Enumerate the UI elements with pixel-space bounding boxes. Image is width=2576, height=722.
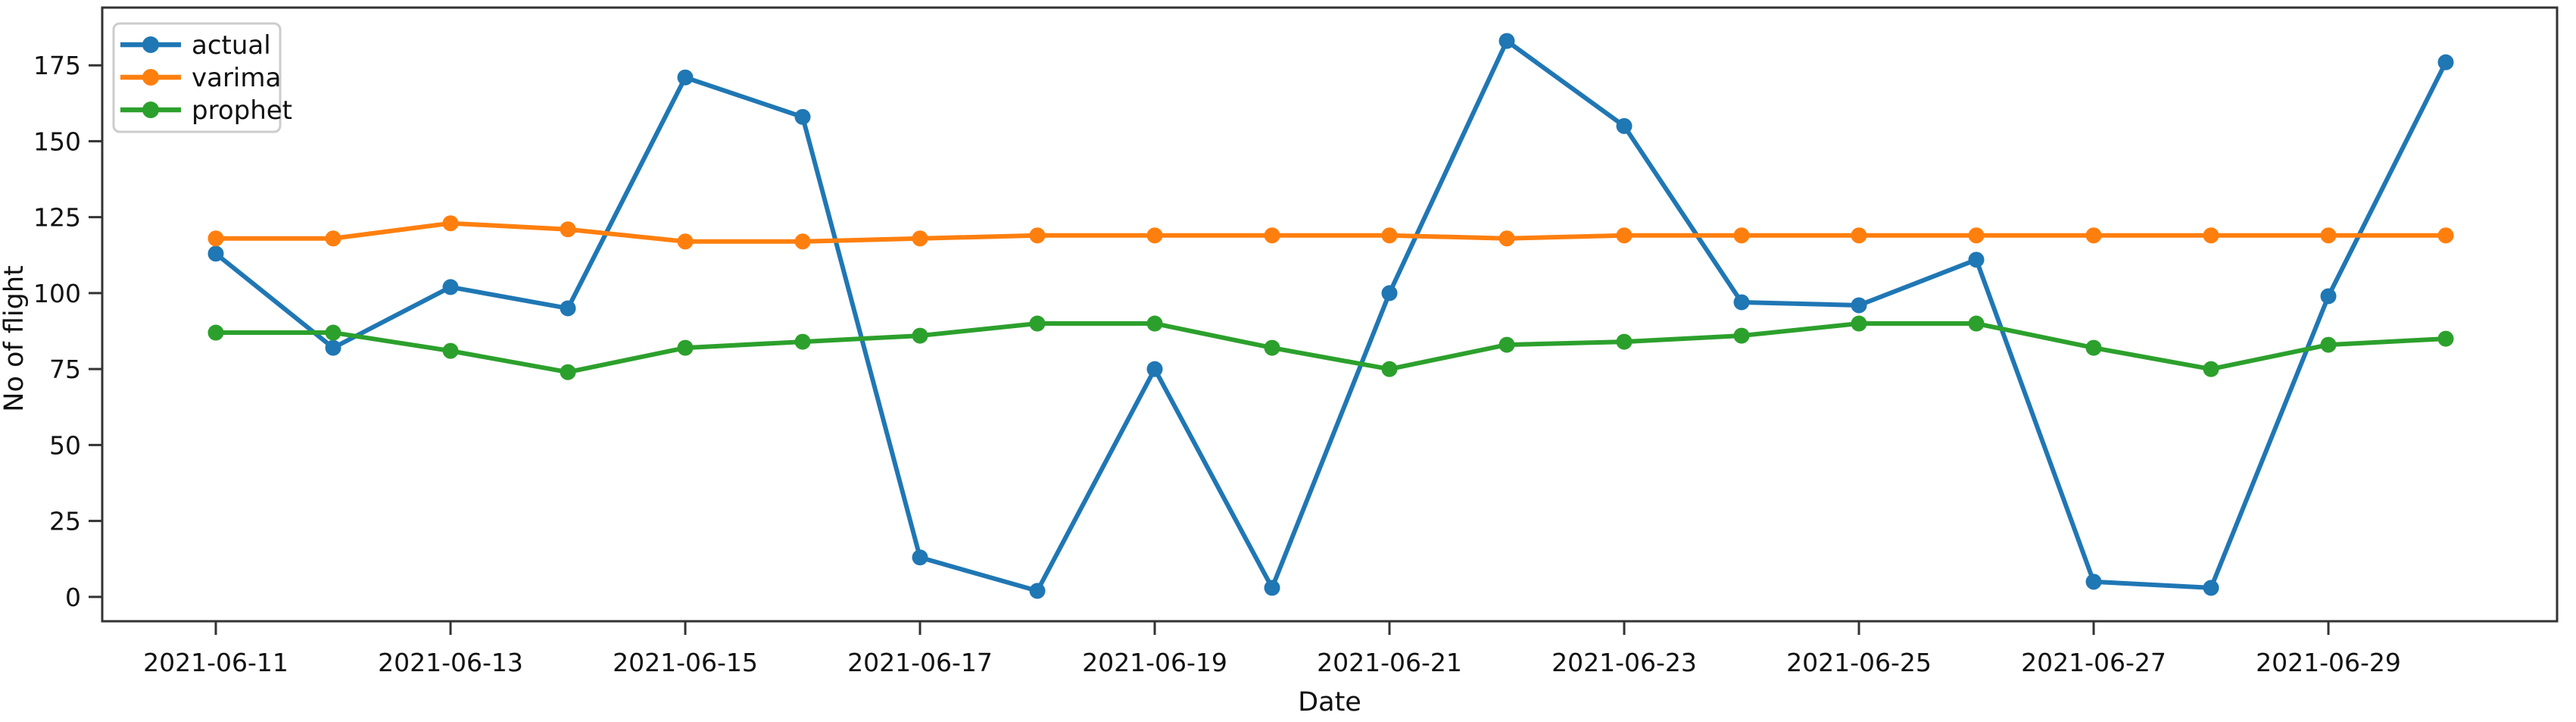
y-tick-label: 50 bbox=[49, 430, 81, 460]
data-point-varima bbox=[1499, 230, 1515, 247]
data-point-prophet bbox=[207, 324, 224, 341]
x-tick-label: 2021-06-13 bbox=[378, 648, 523, 677]
data-point-varima bbox=[207, 230, 224, 247]
data-point-varima bbox=[2320, 227, 2337, 244]
data-point-varima bbox=[1146, 227, 1163, 244]
data-point-actual bbox=[1616, 117, 1633, 134]
data-point-varima bbox=[1733, 227, 1750, 244]
data-point-varima bbox=[1029, 227, 1046, 244]
data-point-prophet bbox=[1616, 333, 1633, 350]
legend-label-varima: varima bbox=[192, 63, 281, 93]
data-point-actual bbox=[1264, 580, 1280, 596]
data-point-prophet bbox=[1851, 315, 1867, 332]
data-point-actual bbox=[794, 108, 811, 125]
x-tick-label: 2021-06-19 bbox=[1082, 648, 1227, 677]
data-point-varima bbox=[794, 233, 811, 250]
data-point-actual bbox=[560, 300, 576, 317]
data-point-actual bbox=[325, 339, 341, 356]
x-axis-label: Date bbox=[1298, 687, 1361, 717]
data-point-prophet bbox=[1381, 361, 1398, 377]
y-tick-label: 150 bbox=[33, 127, 81, 156]
data-point-prophet bbox=[1029, 315, 1046, 332]
data-point-actual bbox=[207, 245, 224, 262]
data-point-varima bbox=[325, 230, 341, 247]
legend-item-prophet: prophet bbox=[120, 95, 292, 126]
series-line-prophet bbox=[216, 321, 2447, 375]
data-point-varima bbox=[1851, 227, 1867, 244]
series-line-actual bbox=[214, 39, 2448, 593]
data-point-actual bbox=[2437, 54, 2454, 70]
data-point-prophet bbox=[2320, 336, 2337, 353]
data-point-prophet bbox=[325, 324, 341, 341]
x-tick-label: 2021-06-15 bbox=[613, 648, 758, 677]
data-point-prophet bbox=[794, 333, 811, 350]
data-point-actual bbox=[1968, 252, 1985, 268]
data-point-prophet bbox=[1264, 339, 1280, 356]
data-point-prophet bbox=[442, 342, 459, 359]
y-axis: 0 25 50 75 100 125 150 175 bbox=[33, 51, 102, 612]
legend-label-prophet: prophet bbox=[192, 95, 292, 126]
y-tick-label: 75 bbox=[49, 355, 81, 384]
data-point-actual bbox=[1851, 297, 1867, 314]
data-point-actual bbox=[912, 549, 928, 566]
series-line-varima bbox=[216, 220, 2446, 244]
data-point-actual bbox=[2085, 574, 2102, 590]
data-point-actual bbox=[1733, 294, 1750, 311]
x-tick-label: 2021-06-17 bbox=[847, 648, 993, 677]
plot-border bbox=[101, 6, 2559, 623]
data-point-prophet bbox=[2203, 361, 2219, 377]
legend-marker-prophet bbox=[142, 102, 159, 118]
data-point-varima bbox=[560, 221, 576, 238]
data-point-prophet bbox=[1968, 315, 1985, 332]
data-point-prophet bbox=[2085, 339, 2102, 356]
x-tick-label: 2021-06-21 bbox=[1317, 648, 1462, 677]
y-tick-label: 175 bbox=[33, 51, 81, 80]
y-tick-label: 25 bbox=[49, 507, 81, 536]
legend-item-actual: actual bbox=[120, 30, 271, 61]
data-point-actual bbox=[1499, 33, 1515, 49]
data-point-actual bbox=[2203, 580, 2219, 596]
y-axis-label: No of flight bbox=[0, 265, 30, 411]
data-point-actual bbox=[442, 279, 459, 295]
legend-marker-actual bbox=[142, 36, 159, 53]
data-point-varima bbox=[912, 230, 928, 247]
legend-marker-varima bbox=[142, 69, 159, 86]
data-point-actual bbox=[1029, 583, 1046, 599]
data-point-prophet bbox=[677, 339, 694, 356]
x-tick-label: 2021-06-11 bbox=[143, 648, 288, 677]
legend-label-actual: actual bbox=[192, 30, 271, 61]
data-point-varima bbox=[2203, 227, 2219, 244]
data-point-actual bbox=[2320, 288, 2337, 305]
data-point-varima bbox=[442, 215, 459, 232]
series-group bbox=[207, 33, 2454, 599]
x-axis: 2021-06-11 2021-06-13 2021-06-15 2021-06-17… bbox=[143, 621, 2401, 677]
data-point-prophet bbox=[1733, 327, 1750, 344]
data-point-prophet bbox=[912, 327, 928, 344]
x-tick-label: 2021-06-29 bbox=[2256, 648, 2401, 677]
data-point-actual bbox=[677, 69, 694, 86]
x-tick-label: 2021-06-23 bbox=[1552, 648, 1697, 677]
data-point-prophet bbox=[1146, 315, 1163, 332]
data-point-actual bbox=[1146, 361, 1163, 377]
x-tick-label: 2021-06-25 bbox=[1786, 648, 1932, 677]
data-point-prophet bbox=[2437, 330, 2454, 347]
data-point-varima bbox=[1381, 227, 1398, 244]
data-point-prophet bbox=[560, 364, 576, 380]
data-point-varima bbox=[1616, 227, 1633, 244]
data-point-varima bbox=[1264, 227, 1280, 244]
y-tick-label: 125 bbox=[33, 203, 81, 233]
x-tick-label: 2021-06-27 bbox=[2021, 648, 2166, 677]
y-tick-label: 0 bbox=[65, 583, 81, 612]
y-tick-label: 100 bbox=[33, 279, 81, 308]
data-point-varima bbox=[677, 233, 694, 250]
data-point-varima bbox=[1968, 227, 1985, 244]
data-point-prophet bbox=[1499, 336, 1515, 353]
data-point-actual bbox=[1381, 285, 1398, 302]
data-point-varima bbox=[2085, 227, 2102, 244]
data-point-varima bbox=[2437, 227, 2454, 244]
legend-item-varima: varima bbox=[120, 63, 281, 93]
